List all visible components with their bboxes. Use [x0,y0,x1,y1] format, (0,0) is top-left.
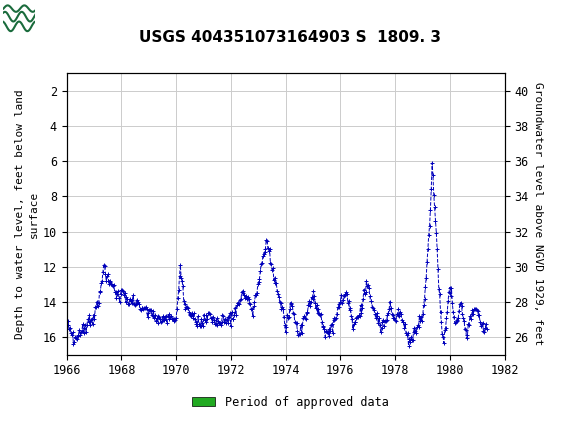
Y-axis label: Depth to water level, feet below land
surface: Depth to water level, feet below land su… [15,89,38,339]
Text: USGS: USGS [90,9,145,27]
Text: USGS 404351073164903 S  1809. 3: USGS 404351073164903 S 1809. 3 [139,30,441,45]
Legend: Period of approved data: Period of approved data [187,391,393,413]
FancyBboxPatch shape [2,3,86,32]
Y-axis label: Groundwater level above NGVD 1929, feet: Groundwater level above NGVD 1929, feet [533,82,543,346]
